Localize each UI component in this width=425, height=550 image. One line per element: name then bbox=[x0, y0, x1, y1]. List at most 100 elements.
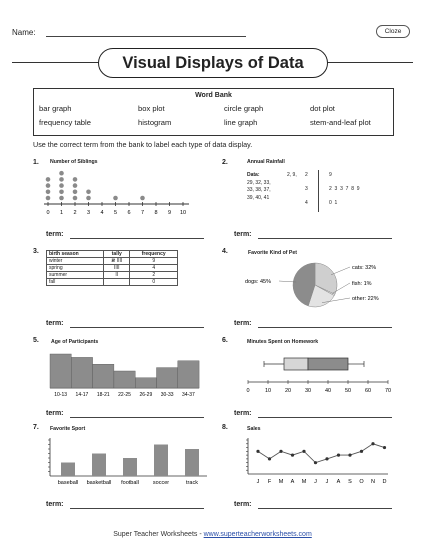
bar bbox=[123, 458, 137, 476]
circle-graph: cats: 32% fish: 1% other: 22% dogs: 45% bbox=[245, 262, 379, 308]
table-cell: 0 bbox=[129, 278, 178, 286]
chart-title: Sales bbox=[247, 426, 261, 432]
tick-label: 26-29 bbox=[139, 392, 152, 398]
word-bank-item: stem-and-leaf plot bbox=[310, 118, 371, 127]
bar bbox=[61, 462, 75, 476]
tick-label: S bbox=[348, 479, 352, 485]
term-label: term: bbox=[234, 320, 252, 327]
box-upper bbox=[307, 357, 349, 371]
footer-link[interactable]: www.superteacherworksheets.com bbox=[203, 531, 312, 538]
histogram-bar bbox=[49, 353, 72, 389]
data-dot bbox=[72, 189, 78, 195]
tick-label: 60 bbox=[365, 388, 371, 394]
term-answer-line[interactable] bbox=[70, 238, 204, 239]
data-dot bbox=[45, 183, 51, 188]
pie-label: fish: 1% bbox=[352, 281, 372, 287]
table-cell: fall bbox=[45, 278, 105, 286]
instructions: Use the correct term from the bank to la… bbox=[33, 140, 253, 149]
term-label: term: bbox=[46, 501, 64, 508]
cloze-badge[interactable]: Cloze bbox=[376, 25, 410, 38]
tick-label: 14-17 bbox=[76, 392, 89, 398]
leaves: 0 1 bbox=[329, 200, 338, 206]
tick-label: 2 bbox=[73, 210, 76, 216]
problem-number: 8. bbox=[222, 424, 228, 431]
series-line bbox=[257, 443, 385, 464]
problem-number: 2. bbox=[222, 159, 228, 166]
word-bank-title: Word Bank bbox=[195, 92, 232, 99]
data-point bbox=[279, 449, 283, 453]
tick-label: N bbox=[371, 479, 375, 485]
word-bank-item: box plot bbox=[138, 104, 165, 113]
word-bank: Word Bank bar graph box plot circle grap… bbox=[33, 88, 394, 136]
tick-label: 0 bbox=[246, 388, 249, 394]
tick-label: 40 bbox=[325, 388, 331, 394]
stem-leaf-data: Data: 29, 32, 33, 33, 38, 37, 39, 40, 41 bbox=[247, 172, 271, 202]
data-dot bbox=[72, 195, 78, 201]
tick-label: 9 bbox=[168, 210, 171, 216]
table-cell: spring bbox=[45, 264, 105, 272]
bar-graph: baseball basketball football soccer track bbox=[48, 438, 207, 486]
term-label: term: bbox=[234, 501, 252, 508]
problem-number: 5. bbox=[33, 337, 39, 344]
table-cell: summer bbox=[45, 271, 105, 279]
table-header: frequency bbox=[129, 250, 178, 258]
tick-label: basketball bbox=[87, 480, 112, 486]
data-point bbox=[371, 442, 375, 446]
box-lower bbox=[283, 357, 309, 371]
data-point bbox=[348, 453, 352, 457]
term-answer-line[interactable] bbox=[70, 417, 204, 418]
table-cell: 𝍸 IIII bbox=[103, 257, 131, 265]
footer-text: Super Teacher Worksheets - bbox=[113, 531, 204, 538]
problem-number: 6. bbox=[222, 337, 228, 344]
term-label: term: bbox=[46, 410, 64, 417]
term-answer-line[interactable] bbox=[258, 508, 392, 509]
tick-label: 50 bbox=[345, 388, 351, 394]
histogram-bar bbox=[177, 360, 200, 389]
term-label: term: bbox=[46, 231, 64, 238]
histogram-bar bbox=[156, 367, 178, 389]
tick-label: F bbox=[268, 479, 272, 485]
table-cell: winter bbox=[45, 257, 105, 265]
word-bank-item: bar graph bbox=[39, 104, 72, 113]
name-field[interactable] bbox=[46, 36, 246, 37]
bar bbox=[92, 453, 106, 476]
tick-label: 10-13 bbox=[54, 392, 67, 398]
data-point bbox=[290, 453, 295, 457]
tick-label: 5 bbox=[114, 210, 117, 216]
data-dot bbox=[59, 177, 64, 182]
table-header: tally bbox=[103, 250, 131, 258]
table-row: spring IIII 4 bbox=[45, 264, 178, 272]
stem-leaf-data-line: 33, 38, 37, bbox=[247, 187, 271, 193]
data-dot bbox=[59, 183, 64, 188]
histogram-bar bbox=[134, 377, 157, 389]
table-row: fall 0 bbox=[45, 278, 178, 286]
tick-label: J bbox=[257, 479, 260, 485]
term-label: term: bbox=[46, 320, 64, 327]
tick-label: 10 bbox=[265, 388, 271, 394]
term-answer-line[interactable] bbox=[258, 238, 392, 239]
term-answer-line[interactable] bbox=[258, 327, 392, 328]
data-dot bbox=[113, 195, 118, 201]
term-answer-line[interactable] bbox=[70, 327, 204, 328]
word-bank-item: frequency table bbox=[39, 118, 91, 127]
tick-label: 34-37 bbox=[182, 392, 195, 398]
leaves: 2 3 3 7 8 9 bbox=[329, 186, 360, 192]
tick-label: M bbox=[279, 479, 284, 485]
tick-label: 1 bbox=[60, 210, 63, 216]
tick-label: A bbox=[291, 479, 295, 485]
stem: 2 bbox=[305, 172, 308, 178]
histogram-bar bbox=[113, 370, 136, 389]
problem-number: 4. bbox=[222, 248, 228, 255]
word-bank-item: dot plot bbox=[310, 104, 335, 113]
pie-label: other: 22% bbox=[352, 296, 379, 302]
data-dot bbox=[59, 170, 64, 176]
table-header-row: birth season tally frequency bbox=[45, 250, 178, 258]
problem-number: 1. bbox=[33, 159, 39, 166]
bar bbox=[185, 449, 199, 476]
tick-label: A bbox=[337, 479, 341, 485]
term-answer-line[interactable] bbox=[70, 508, 204, 509]
data-point bbox=[382, 445, 387, 450]
term-answer-line[interactable] bbox=[258, 417, 392, 418]
tick-label: 8 bbox=[154, 210, 157, 216]
data-dot bbox=[86, 189, 91, 195]
